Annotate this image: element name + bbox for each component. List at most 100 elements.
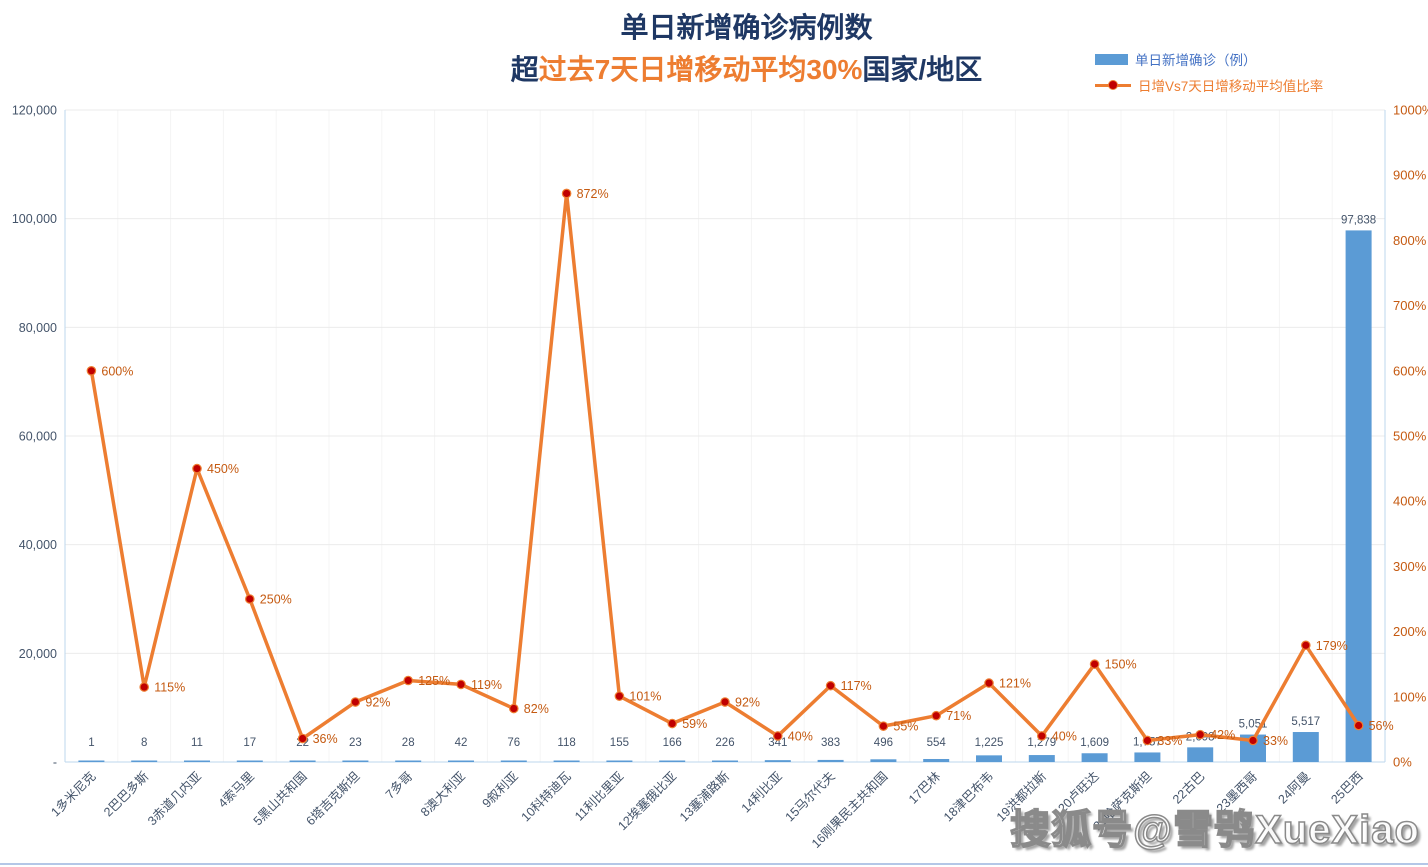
percent-label: 179%	[1316, 639, 1348, 653]
percent-label: 36%	[313, 732, 338, 746]
line-marker	[614, 691, 625, 701]
left-axis-tick: 120,000	[12, 104, 57, 118]
percent-label: 115%	[154, 681, 185, 695]
line-marker	[878, 721, 889, 731]
bar-value-label: 1	[88, 737, 94, 749]
x-axis-label: 14利比亚	[739, 769, 785, 815]
percent-label: 121%	[999, 677, 1031, 691]
percent-label: 600%	[101, 364, 133, 378]
percent-label: 101%	[629, 690, 661, 704]
x-axis-label: 3赤道几内亚	[145, 769, 204, 828]
percent-label: 71%	[946, 709, 971, 723]
subtitle-suffix: 国家/地区	[862, 54, 983, 86]
percent-label: 55%	[893, 720, 918, 734]
bar	[500, 760, 527, 762]
line-markers	[86, 188, 1364, 746]
chart-subtitle: 超过去7天日增移动平均30%国家/地区	[65, 52, 1428, 88]
horizontal-gridlines	[65, 109, 1385, 654]
bar	[184, 760, 210, 762]
right-axis-tick: 800%	[1393, 233, 1427, 248]
bar-value-label: 155	[610, 737, 629, 749]
bar-series-swatch-icon	[1095, 53, 1128, 65]
bar-value-label: 28	[402, 737, 415, 749]
x-axis-label: 10科特迪瓦	[518, 769, 574, 825]
x-axis-label: 7多哥	[383, 769, 415, 801]
bar-value-label: 496	[874, 737, 893, 749]
bar-value-label: 341	[768, 737, 787, 749]
legend: 单日新增确诊（例） 日增Vs7天日增移动平均值比率	[1095, 46, 1323, 98]
bar	[606, 760, 633, 762]
line-marker	[350, 697, 361, 707]
x-axis-label: 8澳大利亚	[418, 769, 468, 819]
line-marker	[508, 703, 519, 714]
chart-title: 单日新增确诊病例数	[620, 12, 873, 43]
x-axis-label: 17巴林	[906, 769, 944, 807]
bar-value-label: 1,609	[1080, 737, 1109, 749]
bar	[659, 760, 686, 762]
bar-value-label: 166	[663, 737, 682, 749]
x-axis-label: 18津巴布韦	[941, 769, 996, 824]
left-axis-tick: 100,000	[12, 212, 57, 226]
bar	[1345, 230, 1372, 763]
percent-label: 150%	[1105, 658, 1137, 672]
line-marker	[1301, 640, 1311, 651]
right-axis-labels: 1000% 900% 800% 700% 600% 500% 400% 300% 200% 100…	[1393, 103, 1428, 770]
left-axis-tick: -	[53, 756, 57, 770]
percent-label: 82%	[524, 702, 549, 716]
bar	[817, 759, 844, 762]
line-marker	[1037, 731, 1047, 741]
x-axis-label: 6塔吉克斯坦	[304, 769, 363, 828]
bar-value-label: 11	[191, 737, 203, 749]
right-axis-tick: 300%	[1393, 559, 1427, 574]
x-axis-label: 13塞浦路斯	[676, 769, 732, 825]
line-marker	[456, 679, 466, 690]
percent-label: 250%	[260, 593, 292, 607]
bar	[236, 760, 263, 762]
line-marker	[192, 463, 202, 474]
watermark: 搜狐号@雪鸮XueXiao	[1009, 807, 1420, 853]
line-marker	[139, 682, 149, 692]
x-axis-label: 11利比里亚	[572, 769, 626, 823]
bar	[342, 760, 369, 762]
bar-value-label: 5,517	[1291, 716, 1320, 728]
subtitle-highlight: 过去7天日增移动平均30%	[538, 54, 863, 86]
left-axis-tick: 40,000	[19, 538, 57, 552]
x-axis-label: 4索马里	[216, 769, 257, 810]
percent-label: 872%	[577, 187, 609, 201]
bar	[553, 760, 580, 762]
percent-label: 450%	[207, 462, 239, 476]
bar-value-label: 226	[715, 737, 734, 749]
bar-value-label: 76	[507, 737, 520, 749]
line-marker	[1248, 735, 1258, 746]
bar	[78, 760, 105, 762]
left-axis-labels: 120,000 100,000 80,000 60,000 40,000 20,000 -	[12, 104, 57, 770]
line-marker	[403, 675, 413, 686]
line-marker	[720, 697, 730, 707]
bar-value-label: 8	[141, 737, 147, 749]
percent-label: 59%	[682, 717, 707, 731]
left-axis-tick: 20,000	[19, 647, 57, 661]
bar	[923, 758, 950, 762]
left-axis-tick: 80,000	[19, 321, 57, 335]
legend-line-label: 日增Vs7天日增移动平均值比率	[1138, 79, 1324, 94]
bar	[289, 760, 316, 762]
bar	[1081, 753, 1108, 762]
right-axis-tick: 200%	[1393, 624, 1427, 639]
bar-value-label: 383	[821, 737, 840, 749]
line-marker	[561, 188, 572, 199]
right-axis-tick: 500%	[1393, 429, 1427, 444]
line-marker	[1142, 735, 1153, 746]
line-marker	[931, 710, 941, 721]
bottom-divider	[0, 863, 1428, 865]
percent-label: 33%	[1157, 734, 1182, 748]
bar	[448, 760, 474, 762]
percent-label: 40%	[1052, 729, 1077, 743]
bar	[1134, 752, 1161, 762]
line-marker	[984, 678, 994, 688]
line-marker	[86, 365, 97, 376]
line-marker-icon	[1108, 80, 1118, 90]
line-marker	[825, 680, 836, 691]
line-marker	[772, 731, 783, 741]
line-series	[89, 191, 1361, 743]
